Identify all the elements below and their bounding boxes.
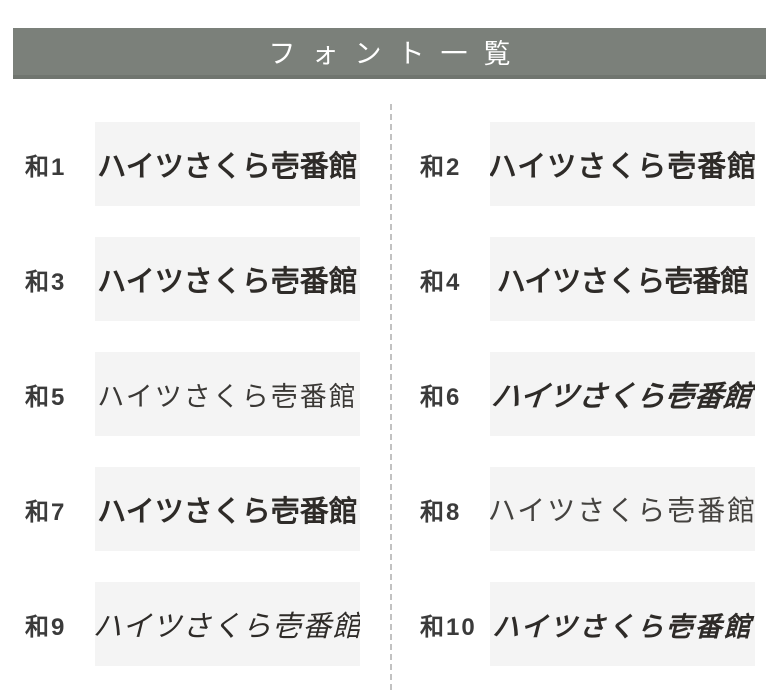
column-divider-dashed-line — [390, 104, 392, 690]
font-item-wa1: 和1 ハイツさくら壱番館 — [0, 122, 390, 206]
font-sample-box: ハイツさくら壱番館 — [490, 352, 755, 436]
font-label: 和4 — [420, 268, 462, 296]
font-sample-box: ハイツさくら壱番館 — [490, 237, 755, 321]
font-sample-box: ハイツさくら壱番館 — [490, 122, 755, 206]
font-item-wa10: 和10 ハイツさくら壱番館 — [390, 582, 780, 666]
font-sample-text: ハイツさくら壱番館 — [490, 494, 755, 527]
font-sample-text: ハイツさくら壱番館 — [496, 264, 749, 298]
font-label: 和3 — [25, 268, 67, 296]
font-label: 和8 — [420, 498, 462, 526]
font-label: 和2 — [420, 153, 462, 181]
font-sample-box: ハイツさくら壱番館 — [95, 237, 360, 321]
font-label: 和7 — [25, 498, 67, 526]
font-sample-text: ハイツさくら壱番館 — [490, 149, 755, 183]
font-sample-box: ハイツさくら壱番館 — [95, 582, 360, 666]
font-label: 和9 — [25, 613, 67, 641]
font-label: 和6 — [420, 383, 462, 411]
font-sample-text: ハイツさくら壱番館 — [95, 609, 360, 643]
font-item-wa3: 和3 ハイツさくら壱番館 — [0, 237, 390, 321]
font-sample-text: ハイツさくら壱番館 — [97, 149, 358, 183]
font-list-grid: 和1 ハイツさくら壱番館 和2 ハイツさくら壱番館 和3 ハイツさくら壱番館 和… — [0, 122, 780, 666]
font-item-wa5: 和5 ハイツさくら壱番館 — [0, 352, 390, 436]
font-item-wa7: 和7 ハイツさくら壱番館 — [0, 467, 390, 551]
font-sample-text: ハイツさくら壱番館 — [97, 264, 358, 298]
font-label: 和1 — [25, 153, 67, 181]
font-item-wa8: 和8 ハイツさくら壱番館 — [390, 467, 780, 551]
font-sample-text: ハイツさくら壱番館 — [492, 611, 753, 643]
font-sample-box: ハイツさくら壱番館 — [95, 467, 360, 551]
font-item-wa6: 和6 ハイツさくら壱番館 — [390, 352, 780, 436]
font-sample-text: ハイツさくら壱番館 — [97, 494, 358, 528]
font-sample-text: ハイツさくら壱番館 — [490, 379, 755, 413]
font-label: 和5 — [25, 383, 67, 411]
page-header: フォント一覧 — [13, 28, 766, 79]
font-item-wa2: 和2 ハイツさくら壱番館 — [390, 122, 780, 206]
page-title: フォント一覧 — [268, 39, 527, 69]
font-sample-text: ハイツさくら壱番館 — [97, 381, 358, 413]
font-sample-box: ハイツさくら壱番館 — [95, 352, 360, 436]
font-item-wa4: 和4 ハイツさくら壱番館 — [390, 237, 780, 321]
font-label: 和10 — [420, 613, 477, 641]
font-sample-box: ハイツさくら壱番館 — [95, 122, 360, 206]
font-sample-box: ハイツさくら壱番館 — [490, 467, 755, 551]
font-item-wa9: 和9 ハイツさくら壱番館 — [0, 582, 390, 666]
font-sample-box: ハイツさくら壱番館 — [490, 582, 755, 666]
